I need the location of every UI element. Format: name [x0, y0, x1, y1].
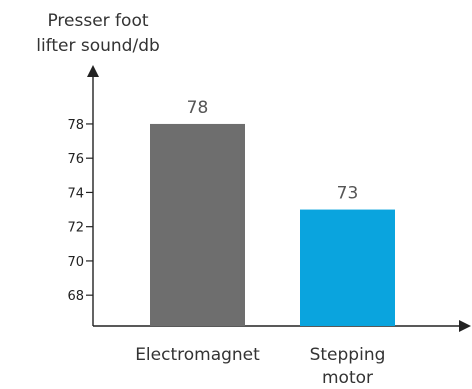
- y-tick-label: 72: [67, 221, 84, 236]
- y-tick-label: 76: [67, 152, 84, 167]
- category-label: motor: [322, 368, 373, 388]
- y-axis-title-line-1: Presser foot: [47, 11, 148, 31]
- y-axis-title: Presser foot lifter sound/db: [36, 11, 160, 56]
- y-tick-label: 74: [67, 186, 84, 201]
- y-tick-label: 68: [67, 289, 84, 304]
- bar: [300, 209, 395, 326]
- bars: 78 73: [150, 98, 395, 326]
- y-axis-ticks: 68 70 72 74 76 78: [67, 118, 93, 304]
- y-tick-label: 70: [67, 255, 84, 270]
- bar-value-label: 78: [187, 98, 209, 118]
- y-axis-arrow: [87, 65, 99, 77]
- category-label: Stepping: [310, 345, 386, 365]
- x-axis-arrow: [459, 320, 471, 332]
- y-tick-label: 78: [67, 118, 84, 133]
- category-label: Electromagnet: [135, 345, 260, 365]
- bar: [150, 123, 245, 326]
- category-labels: Electromagnet Stepping motor: [135, 345, 385, 388]
- y-axis-title-line-2: lifter sound/db: [36, 36, 160, 56]
- bar-value-label: 73: [337, 184, 359, 204]
- axes: [87, 65, 471, 332]
